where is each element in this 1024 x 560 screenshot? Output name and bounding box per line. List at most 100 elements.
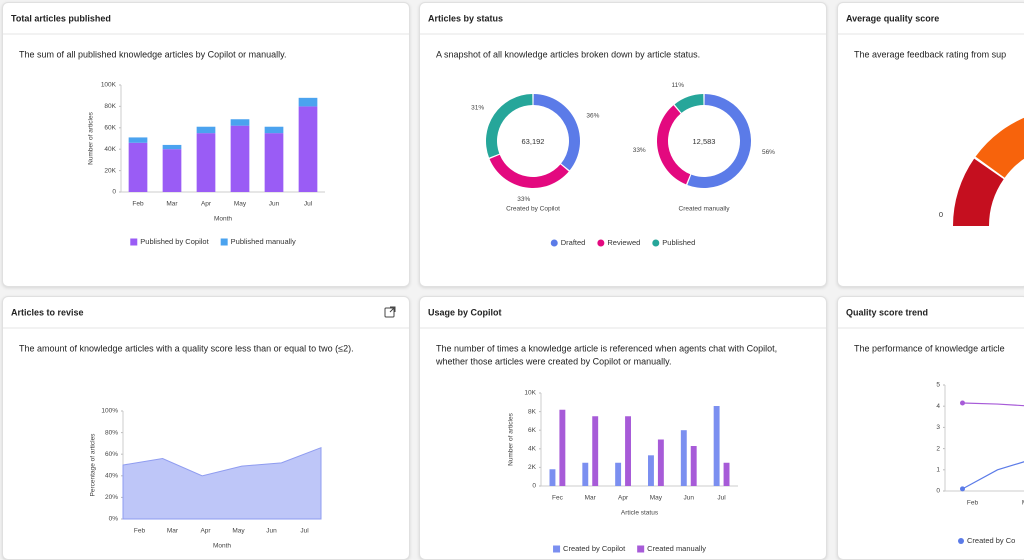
legend-label: Created by Co [967, 536, 1015, 545]
y-tick-label: 40K [104, 146, 116, 153]
y-tick-label: 6K [528, 427, 537, 434]
x-tick-label: May [232, 528, 245, 535]
bar-segment [197, 127, 216, 133]
card-title: Articles by status [428, 13, 503, 23]
bar-segment [265, 133, 284, 192]
card-description: The amount of knowledge articles with a … [19, 343, 354, 353]
donut-label: Created manually [679, 206, 731, 213]
legend-swatch [637, 546, 644, 553]
bar-segment [299, 98, 318, 107]
y-axis-label: Number of articles [88, 111, 95, 164]
x-tick-label: Mar [166, 201, 178, 208]
legend-label: Published by Copilot [140, 237, 209, 246]
x-axis-label: Month [214, 216, 232, 223]
open-link-icon[interactable] [385, 307, 395, 317]
bar-segment [231, 119, 250, 125]
x-tick-label: Mar [585, 495, 597, 502]
legend-label: Created manually [647, 544, 706, 553]
x-tick-label: Jul [717, 495, 726, 502]
donut-slice [534, 94, 580, 170]
bar-segment [197, 133, 216, 192]
bar [559, 410, 565, 486]
y-tick-label: 5 [936, 382, 940, 389]
line-marker [960, 401, 965, 406]
card: Average quality score The average feedbac… [837, 2, 1024, 287]
legend-swatch [551, 240, 558, 247]
bar [625, 416, 631, 486]
card-title: Total articles published [11, 13, 111, 23]
y-tick-label: 0% [109, 516, 119, 523]
donut-label: Created by Copilot [506, 206, 560, 213]
y-tick-label: 80K [104, 103, 116, 110]
x-tick-label: Jul [300, 528, 309, 535]
y-tick-label: 4K [528, 446, 537, 453]
legend: Created by Copilot Created manually [553, 544, 706, 553]
x-tick-label: Feb [134, 528, 146, 535]
x-tick-label: May [234, 201, 247, 208]
x-axis-label: Month [213, 543, 231, 550]
y-axis-label: Number of articles [508, 412, 515, 465]
bar-segment [163, 149, 182, 192]
bar [582, 463, 588, 486]
card-svg: Usage by Copilot The number of times a kn… [420, 297, 826, 559]
x-tick-label: Apr [618, 495, 629, 502]
card: Usage by Copilot The number of times a kn… [419, 296, 827, 560]
y-tick-label: 0 [936, 488, 940, 495]
donut-center: 63,192 [522, 137, 545, 146]
x-tick-label: Fec [552, 495, 564, 502]
donut-slice [486, 94, 532, 158]
legend-label: Drafted [561, 238, 586, 247]
bar [714, 406, 720, 486]
card-description: The number of times a knowledge article … [436, 343, 777, 353]
y-tick-label: 60K [104, 125, 116, 132]
card-title: Usage by Copilot [428, 307, 502, 317]
x-tick-label: Feb [132, 201, 144, 208]
legend-label: Reviewed [607, 238, 640, 247]
card-description: The average feedback rating from sup [854, 49, 1006, 59]
legend-swatch [652, 240, 659, 247]
x-axis-label: Article status [621, 510, 659, 517]
y-tick-label: 20K [104, 167, 116, 174]
bar [615, 463, 621, 486]
bar [648, 455, 654, 486]
donut-slice [675, 94, 704, 113]
y-axis-label: Percentage of articles [90, 433, 97, 497]
bar [691, 446, 697, 486]
slice-label: 33% [517, 196, 530, 203]
y-tick-label: 10K [524, 390, 536, 397]
donut-center: 12,583 [693, 137, 716, 146]
area [123, 448, 321, 519]
card-title: Quality score trend [846, 307, 928, 317]
slice-label: 33% [633, 147, 646, 154]
bar-segment [129, 137, 148, 142]
card-title: Average quality score [846, 13, 939, 23]
y-tick-label: 1 [936, 467, 940, 474]
x-tick-label: Apr [200, 528, 211, 535]
slice-label: 31% [471, 105, 484, 112]
x-tick-label: Jun [684, 495, 695, 502]
y-tick-label: 40% [105, 473, 118, 480]
legend-swatch [958, 538, 964, 544]
x-tick-label: Jun [269, 201, 280, 208]
slice-label: 11% [671, 82, 684, 89]
bar [724, 463, 730, 486]
line [963, 403, 1024, 406]
x-tick-label: Feb [967, 500, 979, 507]
gauge-tick-label: 0 [939, 210, 943, 219]
y-tick-label: 2K [528, 464, 537, 471]
slice-label: 36% [586, 113, 599, 120]
legend-swatch [597, 240, 604, 247]
card-description: whether those articles were created by C… [435, 356, 671, 366]
y-tick-label: 60% [105, 451, 118, 458]
y-tick-label: 0 [532, 483, 536, 490]
legend-label: Created by Copilot [563, 544, 626, 553]
card-svg: Average quality score The average feedbac… [838, 3, 1024, 286]
